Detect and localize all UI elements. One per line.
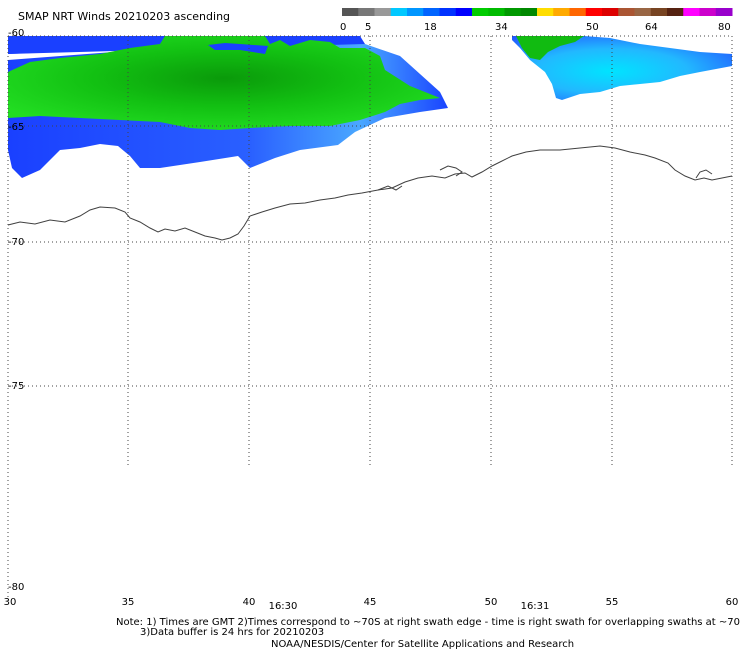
- colorbar-segment: [342, 8, 359, 16]
- colorbar-label-80: 80: [718, 22, 731, 33]
- longitude-labels: 30 35 40 45 50 55 60: [4, 597, 739, 608]
- colorbar-segment: [585, 8, 603, 16]
- colorbar-label-64: 64: [645, 22, 658, 33]
- colorbar-label-18: 18: [424, 22, 437, 33]
- colorbar-label-50: 50: [586, 22, 599, 33]
- wind-swath-left-green: [8, 36, 440, 130]
- colorbar-segment: [407, 8, 424, 16]
- note-line-3: NOAA/NESDIS/Center for Satellite Applica…: [271, 639, 574, 650]
- colorbar-segment: [553, 8, 570, 16]
- note-line-1: Note: 1) Times are GMT 2)Times correspon…: [116, 617, 740, 628]
- colorbar-segment: [537, 8, 554, 16]
- colorbar-segment: [488, 8, 505, 16]
- colorbar-segment: [602, 8, 619, 16]
- colorbar-segment: [569, 8, 587, 16]
- colorbar-segment: [715, 8, 733, 16]
- latitude-labels: -60 -65 -70 -75 -80: [8, 28, 24, 593]
- colorbar-segment: [683, 8, 700, 16]
- colorbar-segment: [374, 8, 392, 16]
- antarctic-coastline: [7, 145, 733, 241]
- lon-label-40: 40: [243, 597, 256, 608]
- colorbar-segment: [472, 8, 489, 16]
- swath-time-1: 16:30: [269, 601, 298, 612]
- colorbar-segment: [520, 8, 538, 16]
- lat-label-75: -75: [8, 381, 24, 392]
- wind-swath-right-green: [516, 36, 584, 60]
- coastline-inlet-1: [439, 165, 463, 177]
- lat-label-60: -60: [8, 28, 24, 39]
- graticule: [7, 35, 733, 600]
- lon-label-45: 45: [364, 597, 377, 608]
- colorbar-label-0: 0: [340, 22, 346, 33]
- lon-label-50: 50: [485, 597, 498, 608]
- swath-time-2: 16:31: [521, 601, 550, 612]
- colorbar-label-5: 5: [365, 22, 371, 33]
- coastline-inlet-2: [377, 185, 403, 191]
- note-line-2: 3)Data buffer is 24 hrs for 20210203: [140, 627, 324, 638]
- wind-speed-colorbar: [342, 8, 733, 16]
- colorbar-segment: [699, 8, 717, 16]
- colorbar-segment: [618, 8, 635, 16]
- lon-label-60: 60: [726, 597, 739, 608]
- colorbar-segment: [439, 8, 457, 16]
- lat-label-80: -80: [8, 582, 24, 593]
- wind-swath-right-blue: [512, 36, 732, 100]
- map-title: SMAP NRT Winds 20210203 ascending: [18, 10, 230, 23]
- colorbar-segment: [667, 8, 684, 16]
- colorbar-segment: [390, 8, 408, 16]
- colorbar-segment: [650, 8, 668, 16]
- colorbar-labels: 0 5 18 34 50 64 80: [340, 22, 731, 33]
- lon-label-35: 35: [122, 597, 135, 608]
- lon-label-30: 30: [4, 597, 17, 608]
- colorbar-segment: [504, 8, 522, 16]
- colorbar-segment: [634, 8, 652, 16]
- colorbar-segment: [423, 8, 440, 16]
- colorbar-segment: [358, 8, 375, 16]
- colorbar-label-34: 34: [495, 22, 508, 33]
- coastline-inlet-3: [695, 169, 713, 179]
- lon-label-55: 55: [606, 597, 619, 608]
- colorbar-segment: [455, 8, 473, 16]
- lat-label-65: -65: [8, 122, 24, 133]
- wind-swath-left-notch: [208, 43, 268, 54]
- lat-label-70: -70: [8, 237, 24, 248]
